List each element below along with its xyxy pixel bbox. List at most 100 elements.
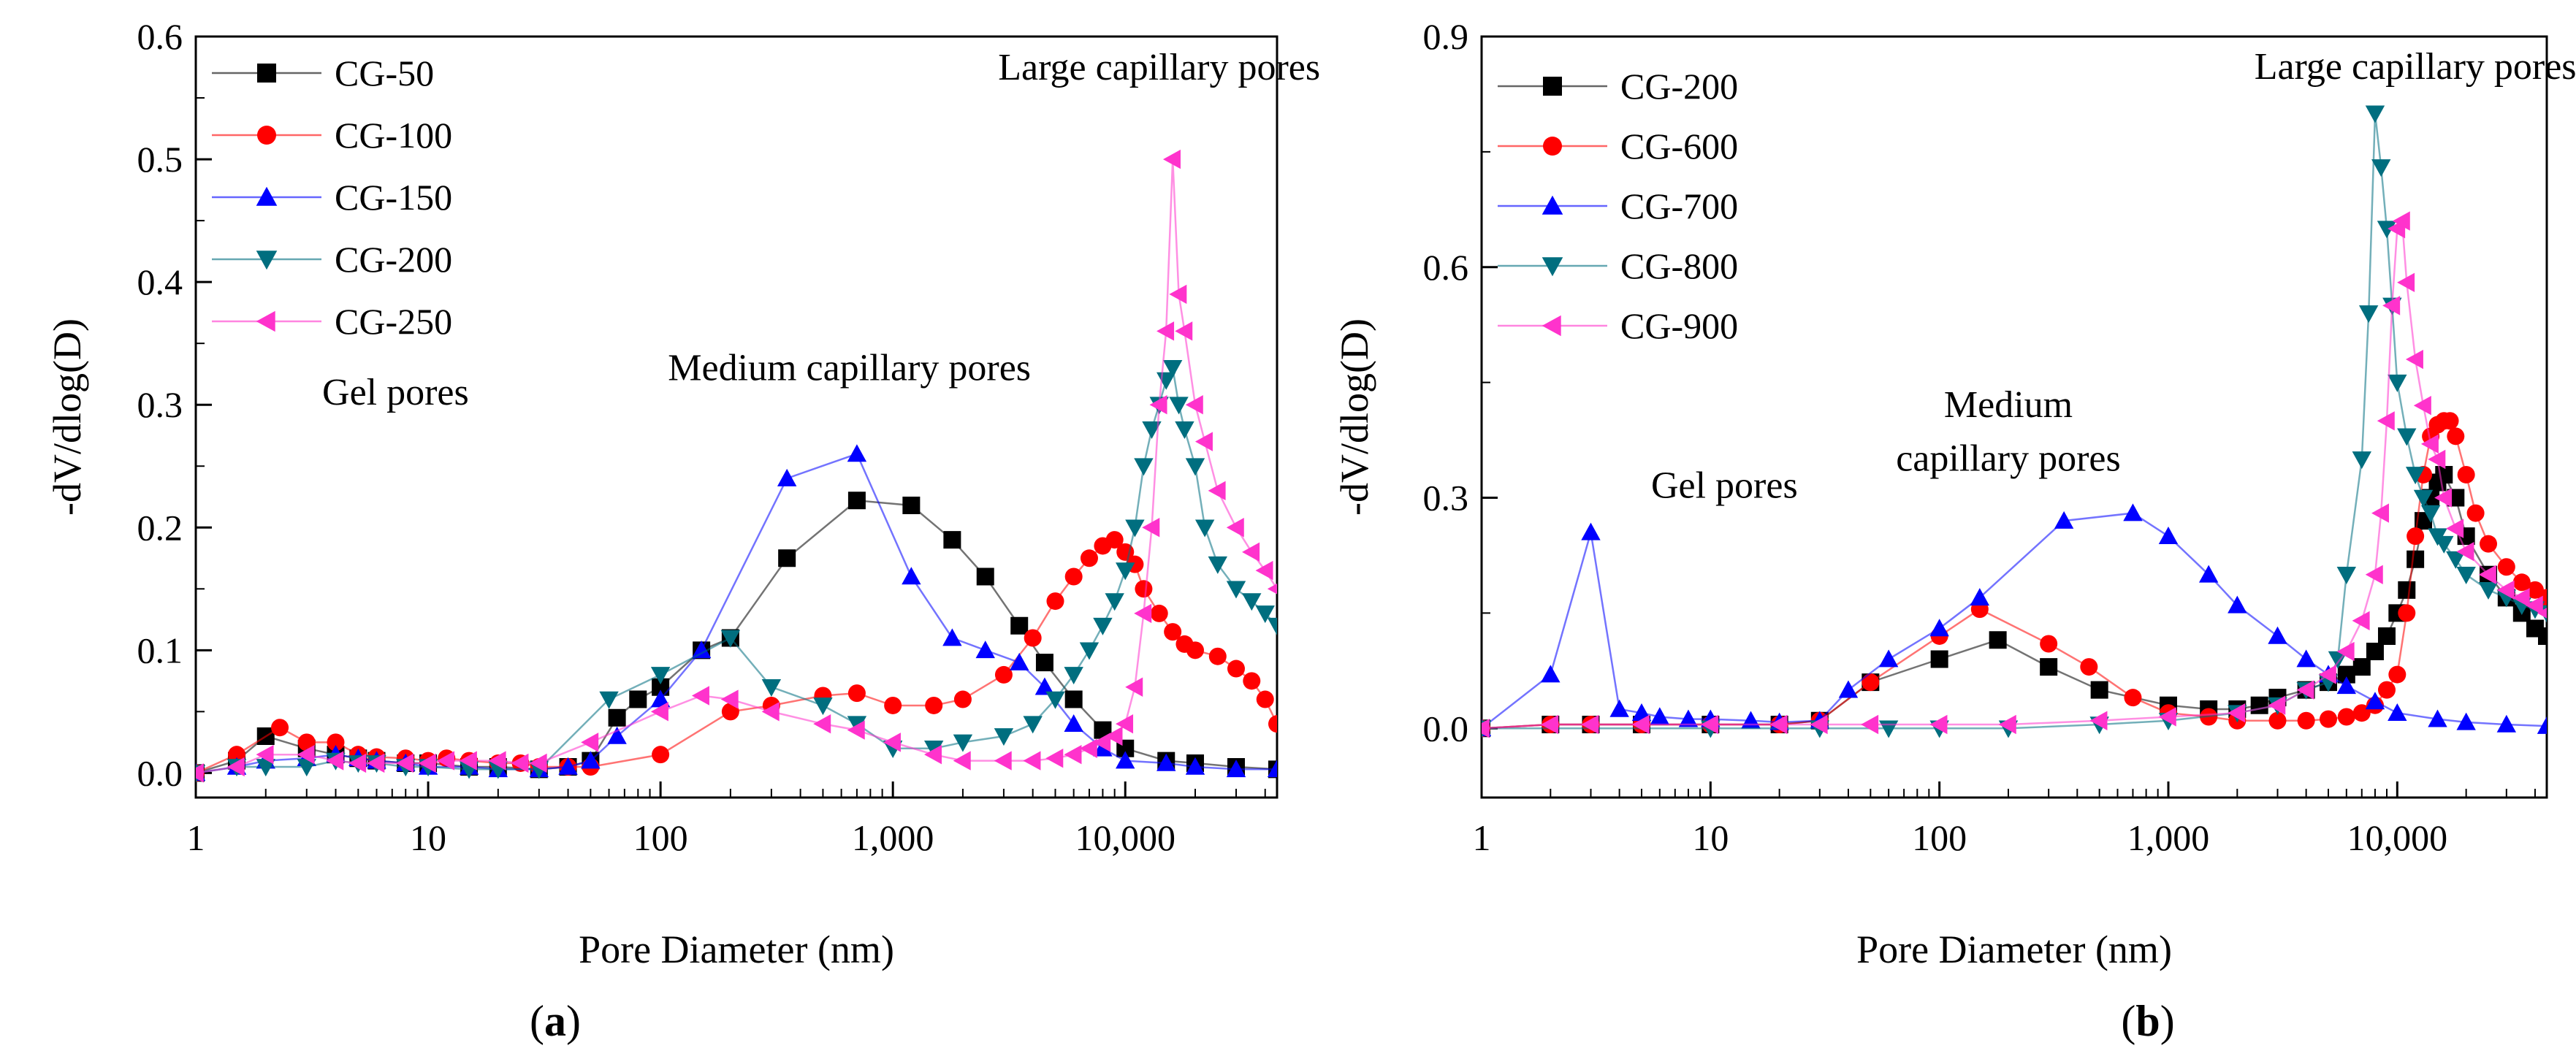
data-point-a-0 <box>943 531 961 549</box>
data-point-b-2 <box>1631 703 1652 722</box>
data-point-b-0 <box>2337 665 2355 684</box>
data-point-b-4 <box>1929 714 1948 735</box>
data-point-b-2 <box>1838 680 1859 698</box>
data-point-b-3 <box>2336 566 2357 584</box>
y-axis-title-b: -dV/dlog(D) <box>1333 318 1376 516</box>
data-point-b-4 <box>1998 714 2016 735</box>
data-point-a-0 <box>608 708 626 727</box>
data-point-b-0 <box>1989 631 2007 649</box>
data-point-a-2 <box>777 468 797 486</box>
data-point-b-1 <box>2320 710 2338 728</box>
data-point-b-0 <box>2250 696 2268 714</box>
data-point-a-1 <box>1243 672 1261 690</box>
data-point-b-4 <box>2296 680 2314 700</box>
x-axis-title-b: Pore Diameter (nm) <box>1856 928 2172 971</box>
data-point-a-2 <box>1064 714 1083 732</box>
data-point-b-3 <box>2377 221 2397 239</box>
data-point-b-3 <box>2434 535 2454 554</box>
data-point-b-4 <box>1581 714 1599 735</box>
data-point-b-1 <box>2497 558 2515 576</box>
data-point-a-4 <box>396 753 414 773</box>
data-point-b-3 <box>2413 489 2434 508</box>
annotation-b-3: Gel pores <box>1651 465 1798 507</box>
data-point-a-1 <box>1064 567 1083 586</box>
data-point-b-4 <box>2392 211 2410 231</box>
data-point-b-1 <box>2447 427 2465 446</box>
data-point-b-2 <box>2537 716 2547 734</box>
data-point-a-2 <box>1156 753 1176 771</box>
data-point-a-4 <box>1134 603 1152 624</box>
series-a-cg-250 <box>196 149 1277 783</box>
legend-label-a-4: CG-250 <box>335 301 452 342</box>
data-point-a-4 <box>297 744 315 765</box>
data-point-a-1 <box>847 684 866 703</box>
data-point-b-2 <box>1609 699 1629 717</box>
data-point-a-4 <box>256 744 274 765</box>
x-tick-label-a: 1,000 <box>852 817 934 858</box>
data-point-a-4 <box>1023 751 1041 771</box>
data-point-b-4 <box>1482 719 1490 738</box>
data-point-a-2 <box>607 726 627 744</box>
data-point-b-2 <box>2336 676 2357 695</box>
data-point-a-4 <box>1093 733 1111 752</box>
data-point-a-4 <box>847 720 865 740</box>
data-point-a-4 <box>1064 744 1082 765</box>
data-point-b-2 <box>2296 649 2316 668</box>
data-point-a-4 <box>1162 149 1181 169</box>
data-point-a-4 <box>226 757 245 777</box>
data-point-a-4 <box>326 751 344 771</box>
data-point-a-3 <box>1105 593 1124 611</box>
data-point-b-3 <box>2420 505 2441 523</box>
data-point-b-4 <box>2318 665 2336 684</box>
data-point-a-4 <box>488 751 506 771</box>
data-point-a-4 <box>761 702 780 722</box>
x-tick-label-a: 10,000 <box>1075 817 1175 858</box>
data-point-a-0 <box>1094 721 1112 739</box>
data-point-b-1 <box>2388 665 2407 684</box>
data-point-b-2 <box>2456 712 2476 730</box>
data-point-b-0 <box>2538 627 2547 645</box>
data-point-b-4 <box>1769 714 1788 735</box>
panel-caption-a: (a) <box>530 997 581 1045</box>
data-point-b-4 <box>2268 695 2286 715</box>
annotation-a-2: Gel pores <box>322 372 469 413</box>
data-point-a-0 <box>847 492 866 510</box>
data-point-b-4 <box>2371 503 2390 523</box>
data-point-a-4 <box>994 751 1012 771</box>
data-point-a-3 <box>1023 716 1043 734</box>
data-point-b-3 <box>2371 159 2391 177</box>
legend-label-b-4: CG-900 <box>1620 305 1738 346</box>
data-point-b-2 <box>2365 692 2385 710</box>
data-point-b-2 <box>1678 709 1699 727</box>
plot-frame-a <box>194 35 1279 799</box>
data-point-a-4 <box>1208 481 1226 501</box>
data-point-a-4 <box>529 753 547 773</box>
data-point-b-4 <box>2382 296 2401 316</box>
data-point-b-4 <box>2496 580 2515 600</box>
data-point-b-4 <box>1541 714 1559 735</box>
data-point-a-4 <box>367 753 385 773</box>
legend-marker-b-2 <box>1542 195 1563 215</box>
data-point-a-4 <box>348 753 367 773</box>
data-point-a-4 <box>418 753 436 773</box>
y-tick-label-b: 0.0 <box>1423 708 1469 749</box>
data-point-a-4 <box>1185 394 1203 415</box>
data-point-a-1 <box>1105 531 1124 549</box>
data-point-a-4 <box>1175 321 1193 341</box>
annotation-b-2: capillary pores <box>1896 438 2121 480</box>
panel-caption-b: (b) <box>2121 997 2174 1045</box>
data-point-b-2 <box>2388 703 2407 722</box>
data-point-a-3 <box>994 728 1014 746</box>
data-point-a-3 <box>1116 562 1135 581</box>
data-point-a-4 <box>1226 518 1244 538</box>
y-tick-label-a: 0.2 <box>137 507 183 548</box>
data-point-a-1 <box>1256 690 1274 708</box>
data-point-b-2 <box>2428 709 2447 727</box>
data-point-a-4 <box>1045 749 1064 768</box>
data-point-a-3 <box>813 697 833 716</box>
data-point-b-1 <box>2407 527 2425 546</box>
data-point-a-4 <box>1105 726 1123 746</box>
data-point-a-2 <box>942 628 962 646</box>
y-tick-label-a: 0.0 <box>137 752 183 793</box>
data-point-b-1 <box>2480 535 2498 553</box>
